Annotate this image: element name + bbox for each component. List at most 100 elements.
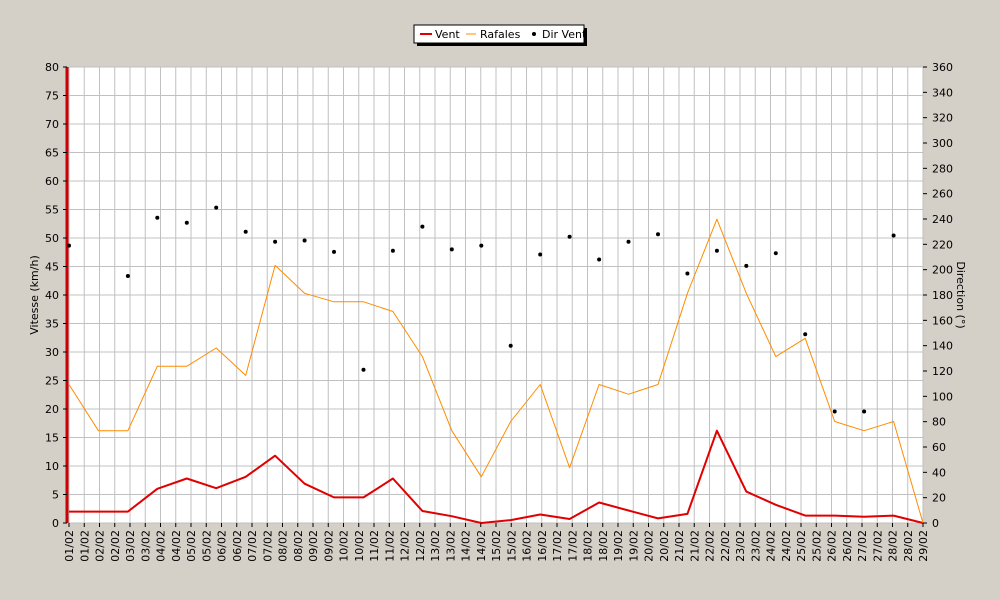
x-tick-label: 08/02 [292, 530, 305, 562]
x-tick-label: 11/02 [383, 530, 396, 562]
x-tick-label: 03/02 [124, 530, 137, 562]
y-tick-label: 75 [45, 90, 59, 103]
x-tick-label: 24/02 [780, 530, 793, 562]
y2-tick-label: 340 [932, 86, 953, 99]
series-point-dir-vent [67, 243, 71, 248]
x-tick-label: 23/02 [749, 530, 762, 562]
x-tick-label: 09/02 [322, 530, 335, 562]
x-tick-label: 01/02 [78, 530, 91, 562]
x-tick-label: 03/02 [139, 530, 152, 562]
y2-tick-label: 200 [932, 264, 953, 277]
x-tick-label: 28/02 [887, 530, 900, 562]
x-tick-label: 04/02 [170, 530, 183, 562]
series-point-dir-vent [538, 252, 543, 257]
series-point-dir-vent [862, 409, 867, 414]
x-tick-label: 05/02 [185, 530, 198, 562]
y2-tick-label: 80 [932, 416, 946, 429]
series-line-rafales [68, 218, 924, 524]
x-tick-label: 16/02 [521, 530, 534, 562]
y-tick-label: 15 [45, 432, 59, 445]
series-point-dir-vent [273, 239, 278, 244]
y2-tick-label: 60 [932, 441, 946, 454]
x-tick-label: 19/02 [627, 530, 640, 562]
series-point-dir-vent [332, 249, 336, 254]
x-tick-label: 14/02 [475, 530, 488, 562]
y-axis-left-ticks: 0 5 10 15 20 25 30 35 40 45 50 55 60 65 70 75 80 [45, 61, 67, 530]
series-point-dir-vent [479, 243, 484, 248]
y2-tick-label: 180 [932, 289, 953, 302]
x-tick-label: 25/02 [795, 530, 808, 562]
legend-label-dir-vent: Dir Vent [542, 28, 587, 41]
x-tick-label: 24/02 [765, 530, 778, 562]
x-tick-label: 06/02 [216, 530, 229, 562]
series-point-dir-vent [184, 220, 189, 225]
series-point-dir-vent [302, 238, 307, 243]
series-point-dir-vent [891, 233, 896, 238]
y-tick-label: 25 [45, 375, 59, 388]
legend: Vent Rafales Dir Vent [413, 24, 587, 46]
series-point-dir-vent [773, 251, 778, 256]
x-tick-label: 02/02 [94, 530, 107, 562]
y-tick-label: 50 [45, 232, 59, 245]
y-tick-label: 55 [45, 204, 59, 217]
series-point-dir-vent [714, 248, 719, 253]
y2-tick-label: 160 [932, 314, 953, 327]
y-tick-label: 10 [45, 460, 59, 473]
x-tick-label: 05/02 [200, 530, 213, 562]
series-point-dir-vent [597, 257, 602, 262]
x-tick-label: 04/02 [155, 530, 168, 562]
x-tick-label: 21/02 [688, 530, 701, 562]
y2-tick-label: 20 [932, 492, 946, 505]
y-tick-label: 70 [45, 118, 59, 131]
x-tick-label: 15/02 [505, 530, 518, 562]
series-point-dir-vent [420, 224, 425, 229]
series-point-dir-vent [685, 271, 690, 276]
x-tick-label: 27/02 [871, 530, 884, 562]
series-point-dir-vent [626, 239, 631, 244]
y-tick-label: 40 [45, 289, 59, 302]
y2-tick-label: 120 [932, 365, 953, 378]
legend-label-rafales: Rafales [480, 28, 521, 41]
x-tick-label: 12/02 [399, 530, 412, 562]
y2-tick-label: 300 [932, 137, 953, 150]
x-tick-label: 14/02 [460, 530, 473, 562]
x-tick-label: 18/02 [597, 530, 610, 562]
y2-tick-label: 40 [932, 466, 946, 479]
x-tick-label: 13/02 [429, 530, 442, 562]
series-point-dir-vent [214, 205, 219, 210]
series-point-dir-vent [361, 367, 366, 372]
y2-tick-label: 140 [932, 340, 953, 353]
y-tick-label: 35 [45, 318, 59, 331]
y-tick-label: 80 [45, 61, 59, 74]
x-tick-label: 21/02 [673, 530, 686, 562]
x-tick-label: 02/02 [109, 530, 122, 562]
x-tick-label: 13/02 [444, 530, 457, 562]
x-tick-label: 29/02 [917, 530, 930, 562]
series-layer [67, 205, 924, 524]
x-tick-label: 19/02 [612, 530, 625, 562]
x-tick-label: 18/02 [582, 530, 595, 562]
y2-tick-label: 240 [932, 213, 953, 226]
x-tick-label: 10/02 [353, 530, 366, 562]
series-line-vent [69, 429, 924, 524]
x-tick-label: 25/02 [810, 530, 823, 562]
x-tick-label: 27/02 [856, 530, 869, 562]
x-tick-label: 09/02 [307, 530, 320, 562]
series-point-dir-vent [567, 234, 572, 239]
x-axis-ticks: 01/02 01/02 02/02 02/02 03/02 03/02 04/02 04/02… [63, 523, 930, 562]
legend-label-vent: Vent [435, 28, 460, 41]
x-tick-label: 17/02 [566, 530, 579, 562]
series-point-dir-vent [125, 274, 130, 278]
y2-tick-label: 360 [932, 61, 953, 74]
y-tick-label: 5 [52, 489, 59, 502]
x-tick-label: 01/02 [63, 530, 76, 562]
y-tick-label: 20 [45, 403, 59, 416]
series-point-dir-vent [744, 263, 749, 268]
x-tick-label: 12/02 [414, 530, 427, 562]
series-point-dir-vent [243, 229, 248, 234]
y2-tick-label: 320 [932, 112, 953, 125]
x-tick-label: 20/02 [658, 530, 671, 562]
y-tick-label: 45 [45, 261, 59, 274]
series-point-dir-vent [508, 343, 513, 348]
